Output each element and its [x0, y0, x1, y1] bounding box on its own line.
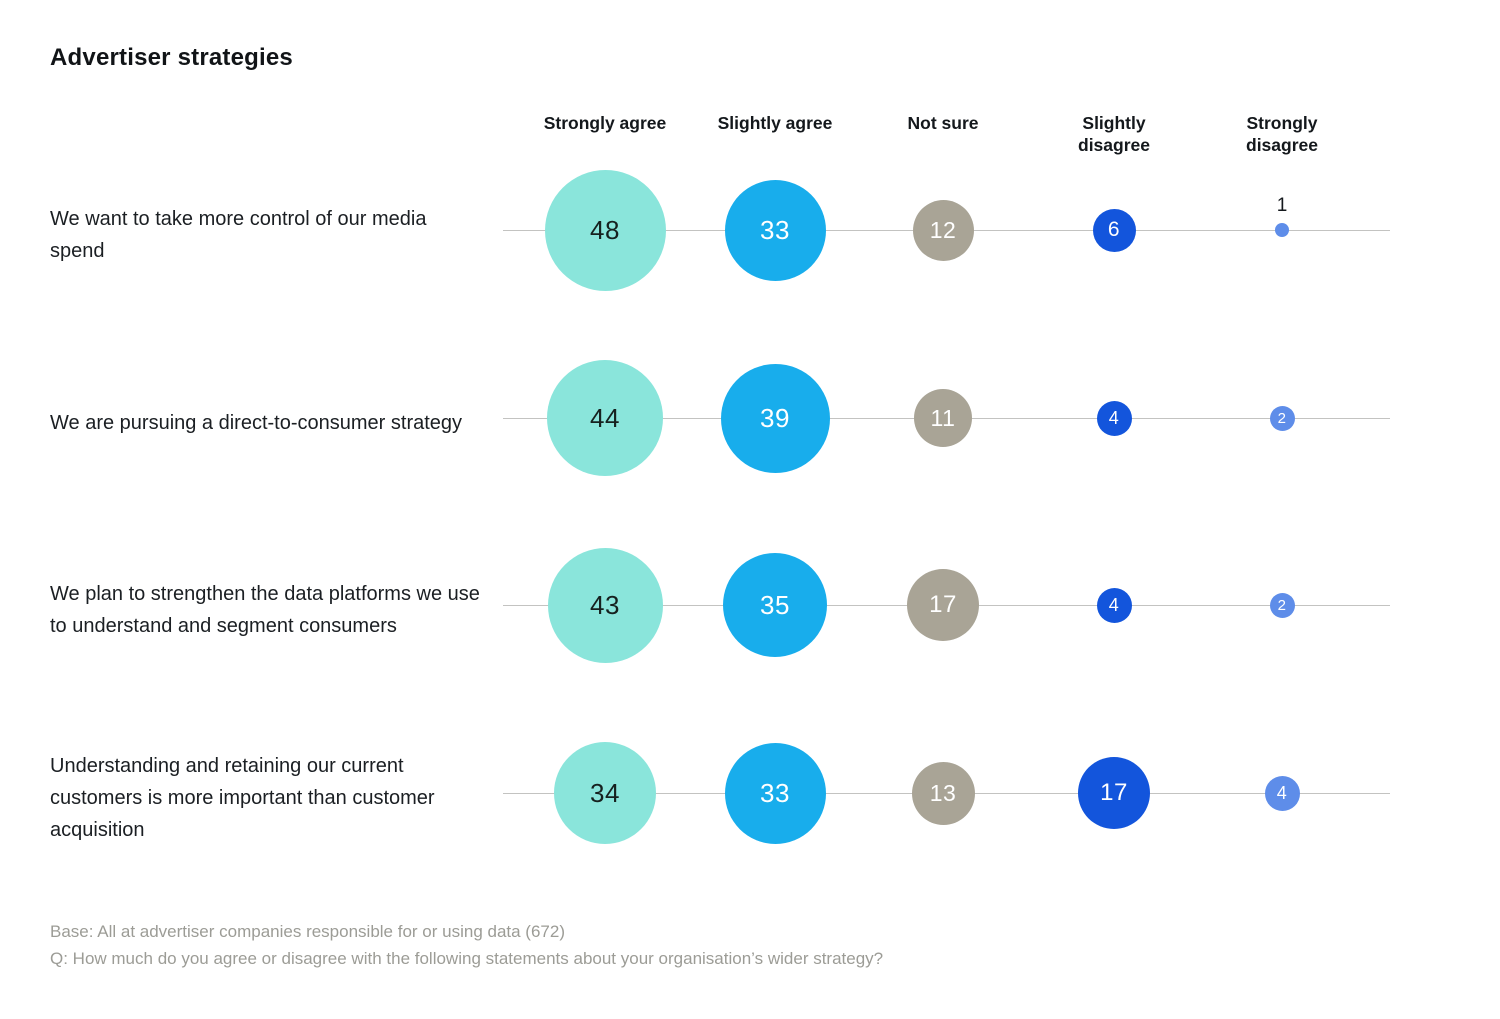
- question-note: Q: How much do you agree or disagree wit…: [50, 949, 884, 968]
- column-header: Not sure: [907, 113, 979, 133]
- bubble-value: 4: [1108, 594, 1120, 615]
- bubble: 6: [1092, 208, 1136, 252]
- bubble: 4: [1096, 587, 1132, 623]
- row-label: We are pursuing a direct-to-consumer str…: [50, 412, 463, 434]
- bubble-value: 11: [930, 404, 956, 431]
- bubble-value: 33: [760, 214, 790, 245]
- bubble: 4: [1264, 775, 1300, 811]
- bubble-value: 48: [590, 214, 620, 245]
- bubble-value: 43: [590, 589, 620, 620]
- bubble-value: 2: [1277, 596, 1287, 614]
- column-header: Strongly agree: [543, 113, 667, 133]
- column-header: Strongly disagree: [1246, 113, 1318, 155]
- bubble: 17: [1078, 757, 1150, 829]
- bubble-value: 17: [929, 591, 957, 618]
- row-label: Understanding and retaining our current …: [50, 755, 435, 841]
- bubble-value: 12: [929, 216, 957, 243]
- bubble-value: 44: [590, 402, 620, 433]
- row-label: We want to take more control of our medi…: [50, 208, 427, 262]
- column-header: Slightly agree: [717, 113, 833, 133]
- footer-notes: Base: All at advertiser companies respon…: [50, 918, 883, 972]
- base-note: Base: All at advertiser companies respon…: [50, 922, 565, 941]
- bubble: 17: [907, 569, 979, 641]
- bubble-value: 4: [1108, 407, 1120, 428]
- bubble: 33: [724, 179, 826, 281]
- bubble-value: 2: [1277, 409, 1287, 427]
- bubble: 12: [912, 199, 974, 261]
- bubble: 4: [1096, 400, 1132, 436]
- bubble: 2: [1269, 405, 1295, 431]
- bubble-value: 13: [929, 779, 957, 806]
- bubble: 2: [1269, 592, 1295, 618]
- bubble-value: 39: [760, 402, 790, 433]
- bubble-value: 4: [1276, 782, 1288, 803]
- bubble: [1275, 223, 1289, 237]
- bubble: 48: [544, 169, 666, 291]
- bubble: 11: [914, 389, 972, 447]
- bubble: 35: [723, 553, 827, 657]
- bubble: 33: [724, 742, 826, 844]
- bubble-value: 35: [760, 589, 790, 620]
- bubble: 34: [554, 742, 656, 844]
- bubble-value: 6: [1107, 218, 1121, 241]
- bubble: 13: [911, 761, 975, 825]
- bubble: 43: [547, 547, 663, 663]
- page-title: Advertiser strategies: [50, 44, 293, 71]
- bubble-value: 33: [760, 777, 790, 808]
- bubble-value: 17: [1100, 779, 1128, 806]
- bubble-value: 34: [590, 777, 620, 808]
- bubble: 44: [547, 360, 663, 476]
- column-header: Slightly disagree: [1078, 113, 1150, 155]
- bubble-value-above: 1: [1276, 195, 1288, 216]
- bubble: 39: [720, 363, 830, 473]
- row-label: We plan to strengthen the data platforms…: [50, 583, 480, 637]
